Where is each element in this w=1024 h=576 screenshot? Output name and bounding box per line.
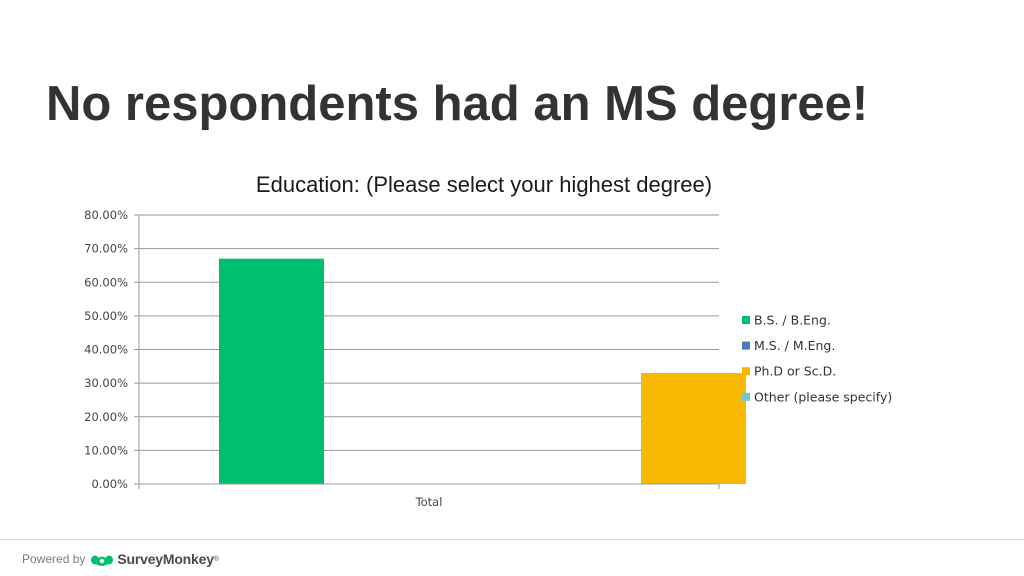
- y-tick-label: 50.00%: [84, 309, 128, 323]
- powered-by-text: Powered by: [22, 552, 86, 566]
- y-tick-label: 40.00%: [84, 343, 128, 357]
- chart-title: Education: (Please select your highest d…: [256, 172, 712, 197]
- x-tick-label: Total: [415, 495, 443, 509]
- y-tick-label: 20.00%: [84, 410, 128, 424]
- y-axis-ticks: 0.00% 10.00% 20.00% 30.00% 40.00% 50.00% 60.00…: [84, 208, 139, 491]
- slide-title: No respondents had an MS degree!: [46, 77, 869, 131]
- y-tick-label: 60.00%: [84, 275, 128, 289]
- y-tick-label: 70.00%: [84, 242, 128, 256]
- bar-2: [641, 373, 746, 484]
- legend-label: M.S. / M.Eng.: [754, 338, 835, 353]
- y-tick-label: 80.00%: [84, 208, 128, 222]
- bars: [219, 258, 746, 484]
- legend-label: B.S. / B.Eng.: [754, 313, 831, 328]
- legend-label: Ph.D or Sc.D.: [754, 364, 836, 379]
- legend-swatch: [742, 316, 750, 324]
- footer: Powered by SurveyMonkey ®: [22, 547, 219, 571]
- x-axis: Total: [138, 483, 720, 509]
- y-tick-label: 0.00%: [91, 477, 128, 491]
- brand-trademark: ®: [213, 555, 219, 563]
- brand-name: SurveyMonkey: [117, 551, 214, 567]
- legend-swatch: [742, 392, 750, 401]
- surveymonkey-logo[interactable]: SurveyMonkey ®: [90, 550, 219, 568]
- legend-swatch: [742, 341, 750, 350]
- y-tick-label: 30.00%: [84, 376, 128, 390]
- legend-swatch: [742, 367, 750, 376]
- monkey-logo-icon: [91, 555, 114, 566]
- legend: B.S. / B.Eng. M.S. / M.Eng. Ph.D or Sc.D. O…: [742, 313, 892, 404]
- education-chart: Education: (Please select your highest d…: [84, 172, 892, 509]
- bar-0: [219, 258, 324, 484]
- y-tick-label: 10.00%: [84, 443, 128, 457]
- legend-label: Other (please specify): [754, 389, 892, 404]
- footer-divider: [0, 539, 1024, 540]
